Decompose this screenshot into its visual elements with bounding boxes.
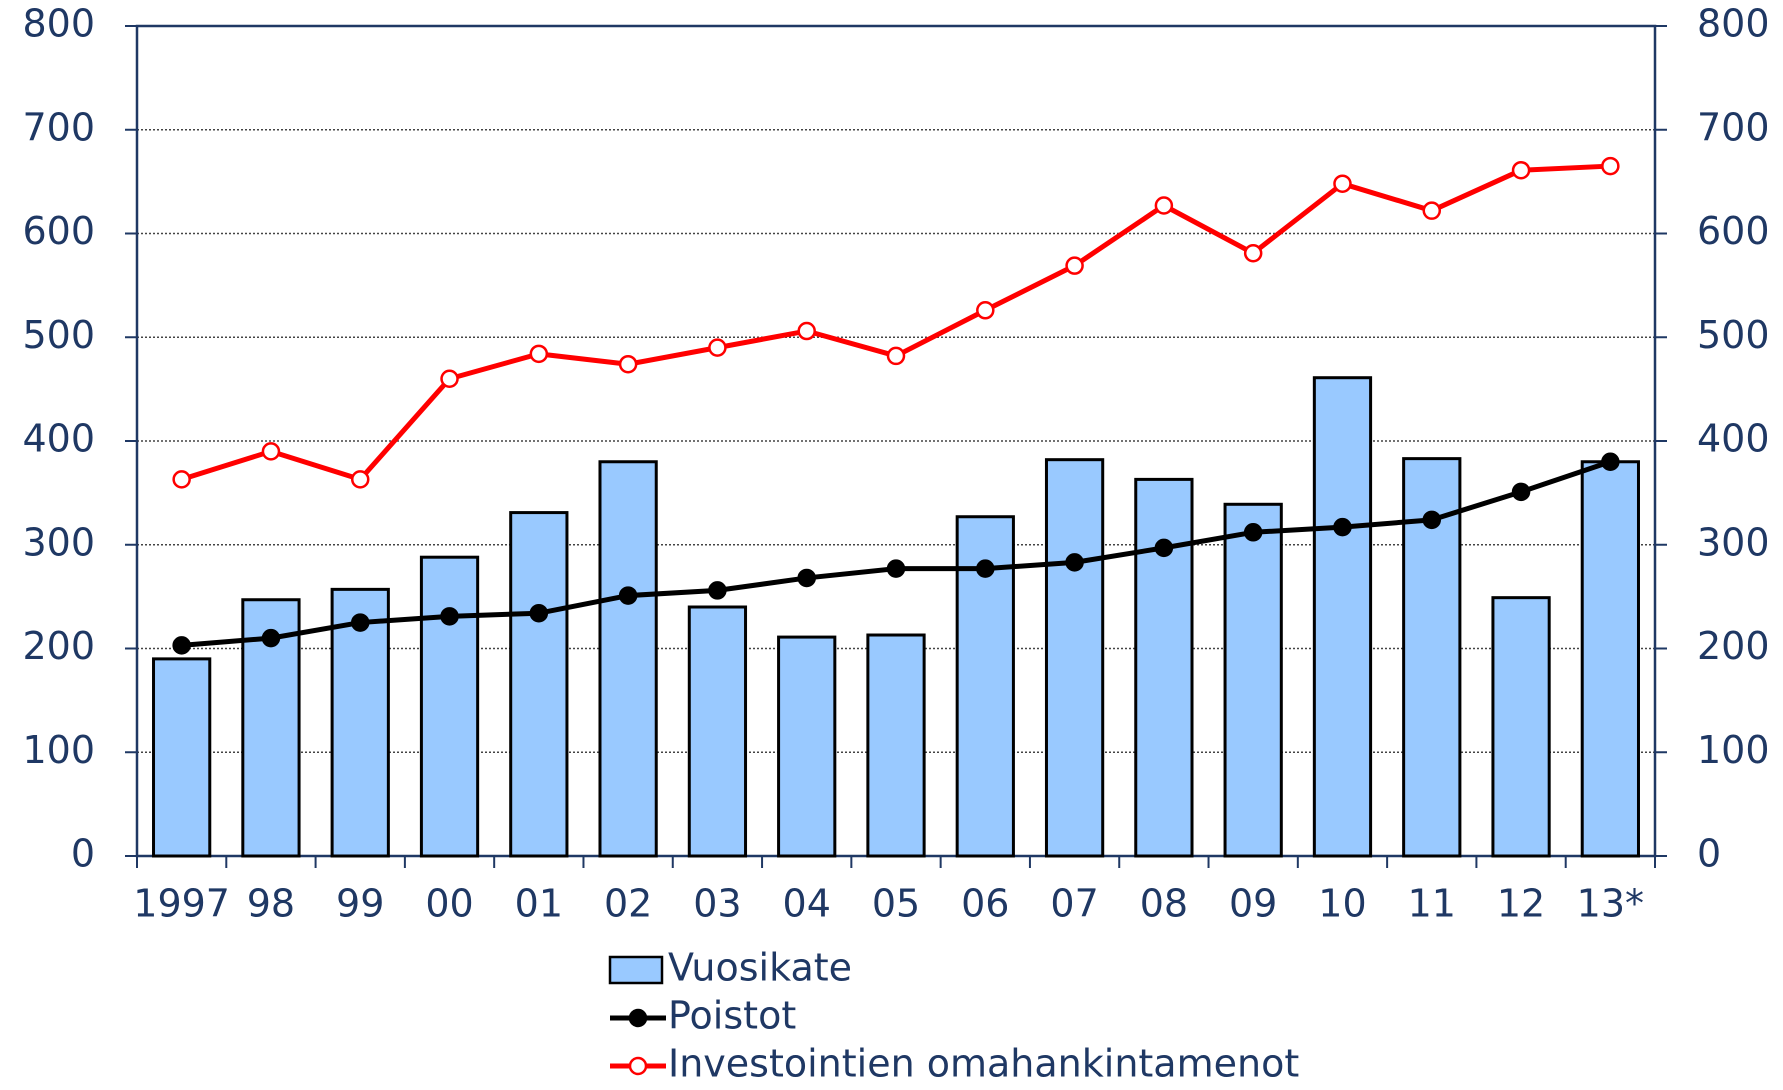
marker (1154, 196, 1174, 215)
bar (687, 605, 748, 858)
marker (350, 613, 370, 632)
y-tick-label: 500 (22, 313, 95, 357)
marker (1243, 523, 1263, 542)
legend-marker (628, 1056, 648, 1076)
marker (618, 586, 638, 605)
x-tick-label: 13* (1577, 882, 1644, 926)
x-tick-label: 11 (1408, 882, 1456, 926)
y2-tick-label: 300 (1697, 520, 1770, 564)
y-tick-label: 100 (22, 728, 95, 772)
marker (797, 321, 816, 341)
y-tick-label: 200 (22, 624, 95, 668)
marker (440, 607, 459, 626)
marker (708, 338, 727, 357)
y-tick-label: 0 (71, 832, 95, 876)
marker (261, 628, 281, 648)
bar (777, 635, 837, 858)
bar (598, 460, 658, 858)
marker (1333, 517, 1352, 537)
marker (172, 636, 191, 655)
x-tick-label: 07 (1050, 882, 1098, 926)
bar (866, 633, 926, 858)
marker (1333, 174, 1352, 193)
y2-tick-label: 700 (1697, 105, 1770, 149)
x-tick-label: 10 (1318, 882, 1366, 926)
marker (976, 301, 995, 320)
y-tick-label: 600 (22, 209, 95, 253)
marker (1511, 482, 1531, 502)
bar (152, 657, 212, 858)
marker (261, 442, 281, 461)
y-tick-label: 700 (22, 105, 95, 149)
y2-tick-label: 100 (1697, 728, 1770, 772)
legend-label: Investointien omahankintamenot (668, 1042, 1299, 1086)
x-tick-label: 09 (1229, 882, 1277, 926)
marker (797, 568, 816, 588)
y-tick-label: 400 (22, 417, 95, 461)
marker (350, 470, 370, 489)
y2-tick-label: 200 (1697, 624, 1770, 668)
y2-tick-label: 400 (1697, 417, 1770, 461)
x-tick-label: 05 (872, 882, 920, 926)
marker (1422, 201, 1442, 220)
marker (529, 603, 549, 623)
y-tick-label: 800 (22, 2, 95, 46)
legend-marker (628, 1008, 648, 1028)
marker (976, 559, 995, 578)
x-tick-label: 03 (693, 882, 741, 926)
line (180, 163, 1611, 482)
bar (509, 511, 569, 858)
bar (1223, 502, 1283, 858)
legend-label: Vuosikate (668, 946, 852, 990)
bar (1491, 596, 1551, 858)
y2-tick-label: 800 (1697, 2, 1770, 46)
x-tick-label: 01 (515, 882, 563, 926)
marker (529, 344, 549, 364)
bar (330, 587, 390, 858)
legend-label: Poistot (668, 994, 796, 1038)
marker (708, 581, 727, 600)
marker (1065, 553, 1084, 572)
bar (419, 555, 480, 858)
bar (1580, 460, 1640, 858)
bar (1312, 376, 1373, 858)
bar (1134, 477, 1194, 858)
y2-tick-label: 600 (1697, 209, 1770, 253)
x-tick-label: 1997 (133, 882, 230, 926)
marker (886, 559, 906, 578)
marker (618, 354, 638, 374)
marker (1601, 156, 1620, 176)
marker (172, 470, 191, 489)
x-tick-label: 06 (961, 882, 1009, 926)
x-tick-label: 99 (336, 882, 384, 926)
x-tick-label: 12 (1497, 882, 1545, 926)
marker (1422, 510, 1442, 530)
x-tick-label: 02 (604, 882, 652, 926)
x-tick-label: 04 (783, 882, 831, 926)
marker (440, 369, 459, 388)
y2-tick-label: 500 (1697, 313, 1770, 357)
line (181, 459, 1612, 648)
marker (1065, 256, 1084, 275)
legend-swatch (608, 955, 664, 985)
marker (1243, 243, 1263, 263)
marker (1601, 452, 1620, 471)
marker (886, 346, 906, 366)
y2-tick-label: 0 (1697, 832, 1721, 876)
x-tick-label: 00 (425, 882, 473, 926)
marker (1154, 538, 1174, 558)
marker (1511, 160, 1531, 180)
x-tick-label: 08 (1140, 882, 1188, 926)
y-tick-label: 300 (22, 520, 95, 564)
x-tick-label: 98 (247, 882, 295, 926)
bar (1044, 458, 1105, 858)
